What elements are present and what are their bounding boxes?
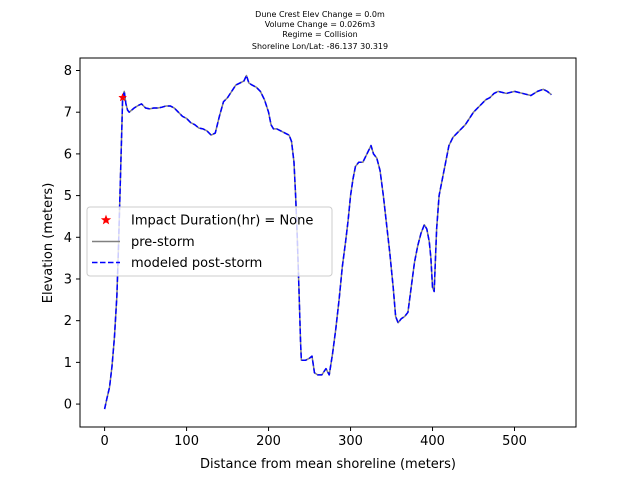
y-tick-label: 6: [64, 147, 72, 162]
legend-label: modeled post-storm: [131, 256, 262, 271]
legend-item-pre-storm: pre-storm: [92, 235, 195, 250]
y-tick-label: 4: [64, 231, 72, 246]
legend: Impact Duration(hr) = None pre-storm mod…: [86, 206, 333, 277]
x-tick-label: 500: [502, 434, 527, 449]
y-axis-ticks: 0 1 2 3 4 5 6 7 8: [64, 64, 80, 413]
legend-label: Impact Duration(hr) = None: [131, 214, 313, 229]
x-axis-ticks: 0 100 200 300 400 500: [100, 427, 527, 449]
impact-marker-star-icon: [118, 92, 128, 102]
title-line: Shoreline Lon/Lat: -86.137 30.319: [252, 42, 388, 51]
x-tick-label: 300: [338, 434, 363, 449]
legend-item-post-storm: modeled post-storm: [92, 256, 262, 271]
y-tick-label: 2: [64, 314, 72, 329]
y-tick-label: 5: [64, 189, 72, 204]
plot-frame: [79, 57, 577, 428]
series-layer: [103, 74, 552, 410]
marker-layer: [118, 92, 128, 102]
legend-box: [86, 206, 333, 277]
title-line: Dune Crest Elev Change = 0.0m: [255, 10, 385, 19]
x-tick-label: 100: [174, 434, 199, 449]
x-tick-label: 200: [256, 434, 281, 449]
y-tick-label: 8: [64, 64, 72, 79]
legend-label: pre-storm: [131, 235, 195, 250]
x-axis-label: Distance from mean shoreline (meters): [200, 457, 456, 472]
x-tick-label: 0: [100, 434, 108, 449]
x-tick-label: 400: [420, 434, 445, 449]
legend-item-marker: Impact Duration(hr) = None: [100, 214, 313, 229]
y-tick-label: 3: [64, 272, 72, 287]
y-tick-label: 0: [64, 398, 72, 413]
series-modeled-post-storm-line: [103, 74, 552, 410]
star-icon: [100, 214, 112, 225]
title-line: Volume Change = 0.026m3: [265, 20, 376, 29]
y-tick-label: 1: [64, 356, 72, 371]
y-tick-label: 7: [64, 106, 72, 121]
title-line: Regime = Collision: [282, 30, 357, 39]
y-axis-label: Elevation (meters): [41, 183, 56, 304]
chart-title: Dune Crest Elev Change = 0.0m Volume Cha…: [252, 10, 388, 51]
